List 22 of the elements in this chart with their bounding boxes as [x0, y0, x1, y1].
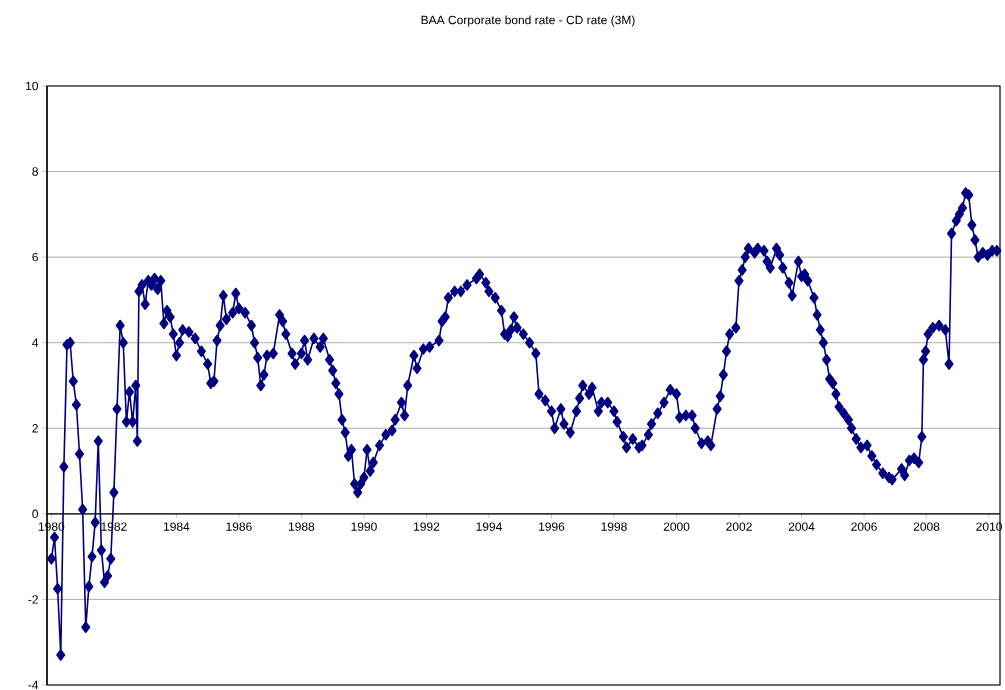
x-tick-label: 1996 — [539, 522, 565, 531]
y-tick-label: 0 — [32, 509, 39, 519]
y-tick-label: 2 — [32, 424, 38, 433]
y-tick-label: 10 — [26, 81, 39, 91]
x-tick-label: 2002 — [726, 522, 752, 531]
x-tick-label: 1990 — [351, 522, 377, 531]
x-tick-label: 1998 — [601, 522, 627, 531]
y-tick-label: 6 — [32, 252, 38, 262]
y-tick-label: -2 — [28, 595, 38, 604]
x-tick-label: 1994 — [476, 522, 502, 531]
x-tick-label: 2004 — [788, 522, 815, 531]
x-tick-label: 2008 — [913, 522, 940, 531]
x-tick-label: 1992 — [414, 522, 440, 531]
y-tick-label: -4 — [28, 680, 39, 690]
x-tick-label: 1986 — [226, 522, 252, 531]
y-tick-label: 8 — [32, 167, 38, 176]
chart-title: BAA Corporate bond rate - CD rate (3M) — [421, 15, 635, 27]
x-tick-label: 1988 — [288, 522, 315, 531]
y-tick-label: 4 — [32, 338, 39, 347]
x-tick-label: 1984 — [163, 522, 190, 531]
x-tick-label: 2000 — [663, 522, 690, 531]
x-tick-label: 2006 — [851, 522, 877, 531]
